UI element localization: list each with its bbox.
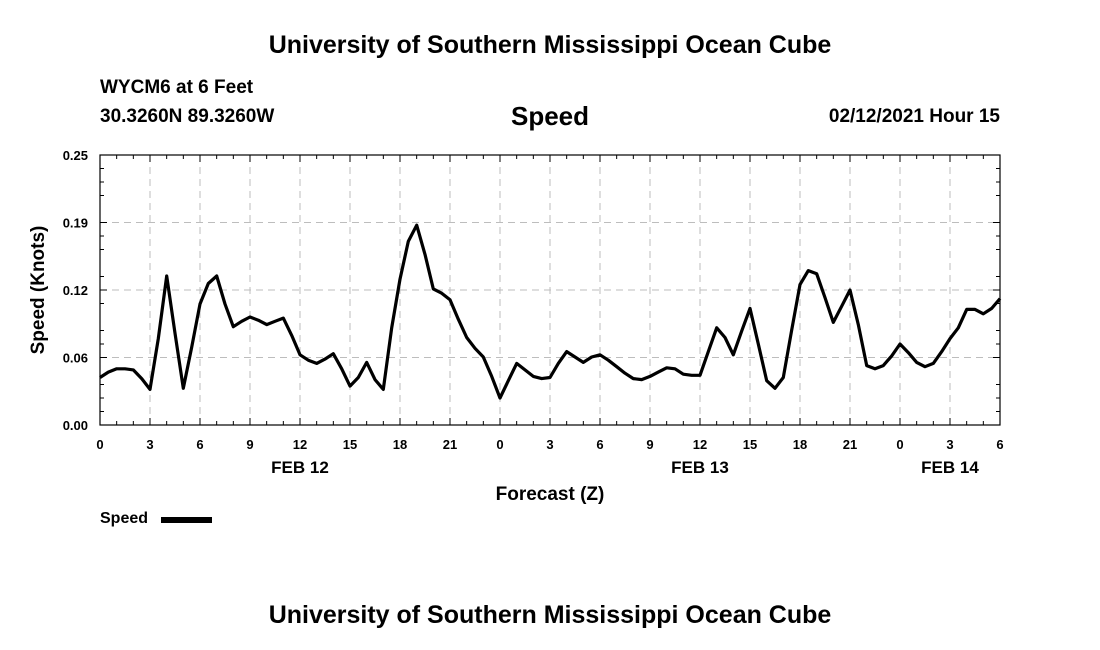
x-tick-label: 3 <box>546 437 553 452</box>
x-tick-label: 9 <box>246 437 253 452</box>
y-tick-label: 0.12 <box>63 283 88 298</box>
x-tick-label: 0 <box>496 437 503 452</box>
location-label: 30.3260N 89.3260W <box>100 106 275 127</box>
variable-label: Speed <box>510 101 590 131</box>
date-label: FEB 13 <box>671 458 729 477</box>
x-tick-label: 21 <box>843 437 857 452</box>
date-label: FEB 12 <box>271 458 329 477</box>
y-tick-label: 0.00 <box>63 418 88 433</box>
x-tick-label: 15 <box>743 437 757 452</box>
x-axis-title: Forecast (Z) <box>496 484 605 505</box>
x-tick-label: 12 <box>693 437 707 452</box>
axis-ticks <box>99 154 1001 426</box>
y-axis-title: Speed (Knots) <box>28 226 49 355</box>
timestamp-label: 02/12/2021 Hour 15 <box>828 106 1000 127</box>
chart-title: University of Southern Mississippi Ocean… <box>268 31 832 59</box>
chart-grid <box>100 155 1000 425</box>
x-tick-label: 6 <box>996 437 1003 452</box>
x-tick-label: 9 <box>646 437 653 452</box>
station-label: WYCM6 at 6 Feet <box>100 77 254 98</box>
x-tick-label: 6 <box>196 437 203 452</box>
axis-labels: 0 3 6 9 12 15 18 21 0 3 6 9 12 15 18 21 0 3 6 FEB 12 FEB 13 F… <box>63 148 1004 477</box>
x-tick-label: 12 <box>293 437 307 452</box>
x-tick-label: 15 <box>343 437 357 452</box>
x-tick-label: 6 <box>596 437 603 452</box>
x-tick-label: 0 <box>96 437 103 452</box>
y-tick-label: 0.19 <box>63 216 88 231</box>
x-tick-label: 3 <box>946 437 953 452</box>
footer-title: University of Southern Mississippi Ocean… <box>268 601 832 629</box>
speed-series-line <box>99 223 1002 400</box>
legend-swatch <box>161 517 212 523</box>
y-tick-label: 0.25 <box>63 148 88 163</box>
x-tick-label: 0 <box>896 437 903 452</box>
date-label: FEB 14 <box>921 458 979 477</box>
x-tick-label: 18 <box>393 437 407 452</box>
x-tick-label: 21 <box>443 437 457 452</box>
y-tick-label: 0.06 <box>63 351 88 366</box>
x-tick-label: 3 <box>146 437 153 452</box>
legend-label: Speed <box>100 510 149 527</box>
x-tick-label: 18 <box>793 437 807 452</box>
